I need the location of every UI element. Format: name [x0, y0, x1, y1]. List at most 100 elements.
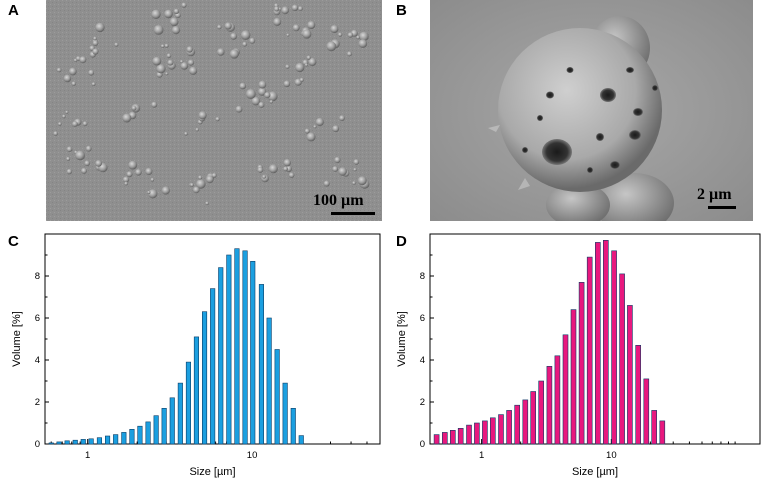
x-tick-label: 10: [247, 450, 258, 461]
particle: [68, 67, 77, 76]
particle: [56, 67, 62, 73]
particle: [195, 127, 199, 132]
particle: [148, 189, 158, 199]
bar: [96, 437, 102, 445]
bar: [234, 248, 240, 445]
particle: [187, 59, 194, 66]
y-tick-label: 6: [420, 313, 425, 324]
bar: [554, 355, 561, 445]
particle: [150, 177, 155, 182]
bar: [441, 432, 448, 445]
panel-label-a: A: [8, 2, 19, 19]
particle: [79, 56, 87, 64]
bar: [522, 399, 529, 445]
particle: [211, 173, 217, 178]
particle: [205, 201, 209, 206]
bar: [611, 250, 617, 445]
particle: [72, 121, 78, 127]
bar: [643, 378, 650, 445]
y-tick-label: 6: [35, 313, 40, 324]
particle: [302, 29, 312, 39]
bar: [274, 349, 280, 445]
bar: [530, 391, 536, 445]
particle: [251, 96, 261, 106]
particle: [217, 48, 225, 56]
bar: [113, 434, 119, 445]
bar: [169, 397, 175, 445]
panel-label-d: D: [396, 233, 407, 250]
particle: [153, 25, 164, 35]
particle: [274, 6, 280, 12]
particle: [160, 44, 165, 48]
sem-overview-graphic: [46, 0, 382, 221]
particle: [122, 113, 132, 123]
particle: [165, 72, 169, 76]
particle: [299, 77, 304, 82]
bar: [210, 288, 216, 445]
particle: [339, 115, 345, 121]
bar: [449, 430, 456, 445]
y-tick-label: 8: [420, 271, 425, 282]
bar: [161, 408, 167, 445]
scale-bar-a: [331, 212, 375, 215]
bar: [226, 254, 232, 445]
particle: [66, 156, 71, 161]
particle: [92, 40, 99, 46]
particle: [145, 167, 153, 176]
particle: [283, 80, 291, 88]
particle: [169, 17, 179, 27]
particle: [189, 66, 198, 75]
particle: [92, 48, 99, 55]
particle: [352, 181, 356, 185]
x-axis-title: Size [µm]: [189, 466, 235, 478]
plot-frame: [429, 233, 761, 445]
particle: [171, 26, 181, 35]
particle: [215, 117, 220, 122]
particle: [240, 30, 251, 40]
bar: [619, 273, 625, 445]
particle: [196, 179, 206, 189]
particle: [135, 169, 142, 176]
particle: [84, 160, 90, 167]
bar: [145, 421, 151, 445]
particle: [63, 74, 72, 83]
particle: [164, 43, 169, 48]
particle: [217, 24, 222, 30]
particle: [75, 150, 85, 161]
particle: [128, 160, 138, 170]
particle: [304, 128, 310, 134]
particle: [292, 24, 300, 32]
particle: [66, 168, 73, 175]
particle: [114, 42, 119, 47]
size-distribution-chart-c: 0 2 4 6 8 1 10 Size [µm] Volume [%]: [0, 232, 385, 489]
bar: [457, 428, 464, 445]
particle: [95, 22, 105, 33]
particle: [180, 62, 189, 70]
particle: [323, 180, 330, 187]
particle: [295, 62, 305, 73]
particle: [126, 171, 133, 178]
bar: [250, 260, 256, 445]
particle: [180, 60, 184, 64]
particle: [224, 22, 232, 30]
scale-bar-label-b: 2 µm: [697, 186, 732, 203]
chart-d-svg: 0 2 4 6 8 1 10 Size [µm] Volume [%]: [396, 233, 761, 478]
x-tick-label: 1: [85, 450, 90, 461]
particle: [338, 167, 347, 176]
particle: [258, 101, 265, 108]
bar: [80, 439, 86, 445]
particle: [298, 6, 303, 11]
y-axis-title: Volume [%]: [396, 311, 408, 367]
particle: [356, 35, 360, 40]
bar: [88, 438, 94, 445]
bar: [105, 435, 111, 445]
particle: [186, 46, 193, 53]
particle-cluster: [53, 2, 370, 206]
bar: [586, 256, 593, 445]
bar: [466, 424, 472, 445]
size-distribution-chart-d: 0 2 4 6 8 1 10 Size [µm] Volume [%]: [390, 232, 765, 489]
particle: [161, 186, 170, 195]
particle: [347, 32, 354, 38]
particle: [353, 168, 357, 172]
bar: [153, 415, 159, 445]
